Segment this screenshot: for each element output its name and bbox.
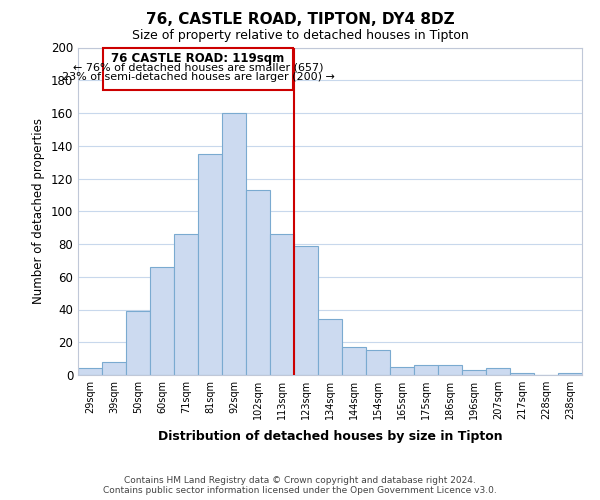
Bar xyxy=(198,154,222,375)
Y-axis label: Number of detached properties: Number of detached properties xyxy=(32,118,45,304)
Text: 76, CASTLE ROAD, TIPTON, DY4 8DZ: 76, CASTLE ROAD, TIPTON, DY4 8DZ xyxy=(146,12,454,28)
Bar xyxy=(222,113,246,375)
Bar xyxy=(246,190,270,375)
Bar xyxy=(102,362,126,375)
Bar xyxy=(438,365,462,375)
Bar xyxy=(294,246,318,375)
Bar xyxy=(462,370,486,375)
Bar xyxy=(174,234,198,375)
Bar xyxy=(78,368,102,375)
FancyBboxPatch shape xyxy=(103,48,293,90)
Bar xyxy=(510,374,534,375)
Bar xyxy=(126,311,150,375)
Text: 76 CASTLE ROAD: 119sqm: 76 CASTLE ROAD: 119sqm xyxy=(112,52,284,66)
Text: 23% of semi-detached houses are larger (200) →: 23% of semi-detached houses are larger (… xyxy=(62,72,334,82)
Bar xyxy=(270,234,294,375)
Bar xyxy=(318,320,342,375)
X-axis label: Distribution of detached houses by size in Tipton: Distribution of detached houses by size … xyxy=(158,430,502,444)
Text: Size of property relative to detached houses in Tipton: Size of property relative to detached ho… xyxy=(131,29,469,42)
Bar xyxy=(558,374,582,375)
Text: ← 76% of detached houses are smaller (657): ← 76% of detached houses are smaller (65… xyxy=(73,62,323,72)
Bar xyxy=(414,365,438,375)
Bar xyxy=(390,367,414,375)
Bar xyxy=(342,347,366,375)
Bar xyxy=(486,368,510,375)
Bar xyxy=(366,350,390,375)
Text: Contains public sector information licensed under the Open Government Licence v3: Contains public sector information licen… xyxy=(103,486,497,495)
Bar xyxy=(150,267,174,375)
Text: Contains HM Land Registry data © Crown copyright and database right 2024.: Contains HM Land Registry data © Crown c… xyxy=(124,476,476,485)
